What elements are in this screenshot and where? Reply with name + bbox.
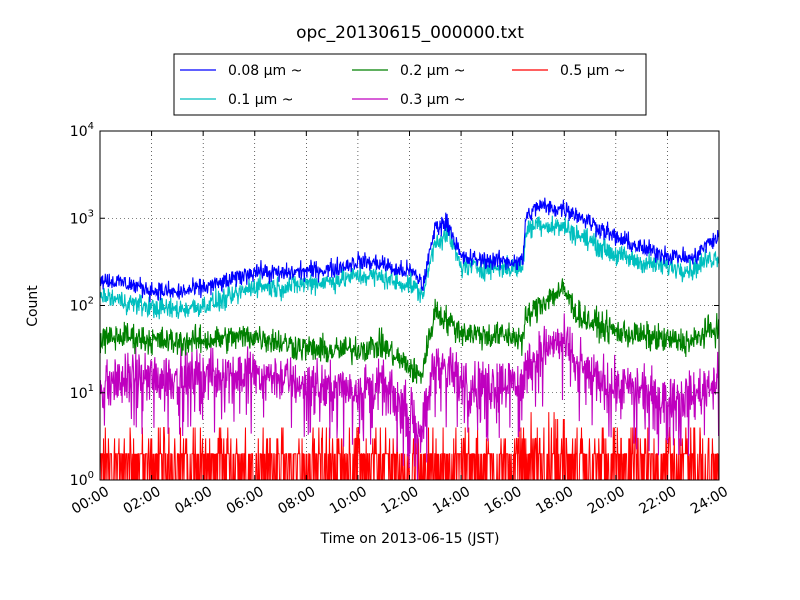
series-line-4: [100, 313, 719, 480]
series-line-3: [100, 278, 719, 384]
y-tick-label: 104: [70, 121, 94, 140]
x-axis-label: Time on 2013-06-15 (JST): [320, 531, 500, 547]
y-axis: 100 101 102 103 104: [70, 121, 719, 489]
y-axis-label: Count: [25, 285, 41, 327]
y-tick-label: 101: [70, 383, 94, 402]
legend-label: 0.3 μm ~: [400, 92, 465, 108]
legend-label: 0.2 μm ~: [400, 63, 465, 79]
legend-label: 0.08 μm ~: [228, 63, 302, 79]
legend-frame: [173, 53, 647, 116]
legend: 0.08 μm ~ 0.1 μm ~ 0.2 μm ~ 0.3 μm ~ 0.5 μm …: [173, 53, 647, 116]
y-tick-label: 103: [70, 208, 94, 227]
legend-label: 0.1 μm ~: [228, 92, 293, 108]
chart-title: opc_20130615_000000.txt: [296, 23, 524, 43]
legend-label: 0.5 μm ~: [560, 63, 625, 79]
y-tick-label: 102: [70, 296, 94, 315]
series-line-5: [100, 412, 719, 480]
y-tick-label: 100: [70, 470, 94, 489]
series-layer: [100, 197, 719, 480]
series-line-1: [100, 197, 719, 303]
series-line-2: [100, 215, 719, 320]
